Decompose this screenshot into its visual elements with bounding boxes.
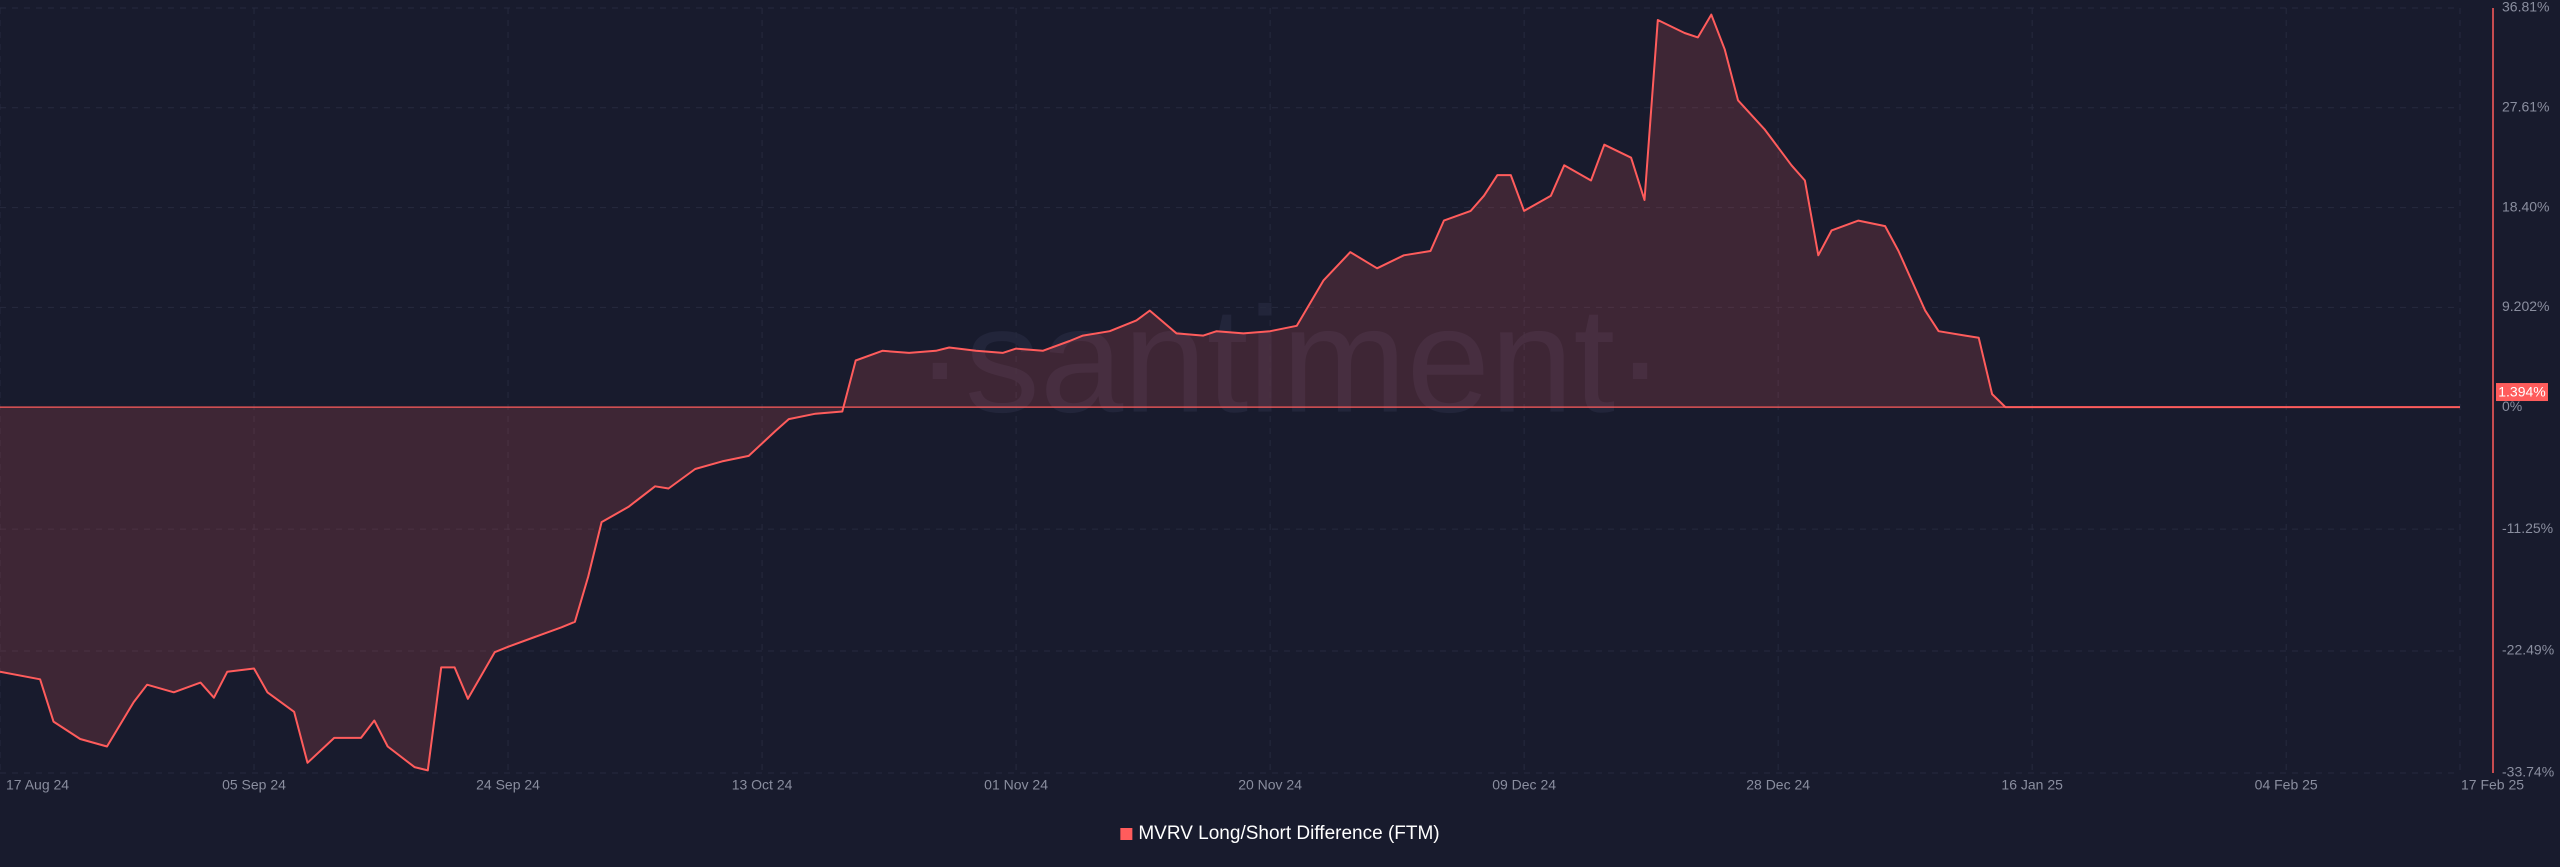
x-tick-label: 05 Sep 24 (222, 777, 286, 793)
y-tick-label: 27.61% (2502, 98, 2549, 114)
watermark: ·santiment· (915, 276, 1665, 444)
x-tick-label: 17 Feb 25 (2461, 777, 2524, 793)
x-tick-label: 13 Oct 24 (732, 777, 793, 793)
y-tick-label: 36.81% (2502, 0, 2549, 15)
x-tick-label: 16 Jan 25 (2001, 777, 2063, 793)
x-tick-label: 28 Dec 24 (1746, 777, 1810, 793)
x-tick-label: 17 Aug 24 (6, 777, 69, 793)
x-tick-label: 01 Nov 24 (984, 777, 1048, 793)
value-badge (2496, 383, 2548, 402)
x-tick-label: 04 Feb 25 (2255, 777, 2318, 793)
y-tick-label: -11.25% (2502, 520, 2553, 536)
y-tick-label: -33.74% (2502, 764, 2554, 780)
legend-swatch (1120, 828, 1133, 840)
series-line (0, 13, 2460, 772)
y-tick-label: -22.49% (2502, 642, 2554, 658)
y-tick-label: 0% (2502, 398, 2522, 414)
y-tick-label: 18.40% (2502, 198, 2549, 214)
x-tick-label: 24 Sep 24 (476, 777, 540, 793)
y-tick-label: 9.202% (2502, 298, 2549, 314)
value-badge-label: 1.394% (2498, 384, 2545, 400)
series-area (0, 14, 2460, 771)
x-tick-label: 09 Dec 24 (1492, 777, 1556, 793)
legend-label: MVRV Long/Short Difference (FTM) (1138, 823, 1439, 844)
x-tick-label: 20 Nov 24 (1238, 777, 1302, 793)
